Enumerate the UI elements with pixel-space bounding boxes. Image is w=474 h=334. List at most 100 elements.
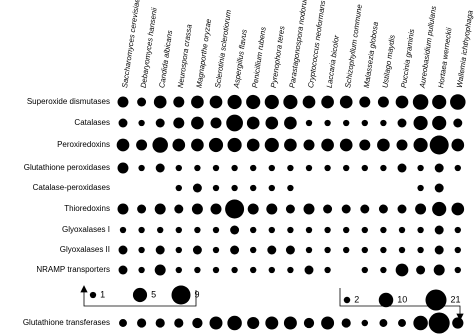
bubble: [417, 164, 424, 172]
bubble: [397, 118, 407, 128]
bubble: [434, 245, 444, 255]
bubble: [451, 202, 465, 216]
bubble: [267, 245, 277, 255]
bubble: [413, 115, 428, 131]
bubble: [118, 245, 128, 255]
bubble: [433, 264, 445, 276]
bubble: [137, 97, 147, 107]
bubble: [398, 246, 406, 254]
bubble: [305, 164, 313, 172]
bubble: [380, 266, 387, 274]
column-label: Ustilago maydis: [380, 34, 396, 89]
bubble: [264, 94, 279, 110]
bubble: [359, 96, 371, 108]
bubble: [397, 204, 407, 214]
bubble: [155, 163, 165, 173]
bubble: [154, 203, 166, 215]
bubble: [395, 263, 409, 277]
bubble: [155, 118, 165, 128]
bubble: [343, 246, 350, 254]
bubble: [192, 317, 203, 329]
bubble: [454, 266, 461, 274]
bubble: [453, 118, 463, 128]
bubble: [283, 316, 297, 330]
bubble: [250, 266, 257, 274]
bubble: [321, 316, 335, 330]
legend-bubble: [171, 285, 191, 305]
bubble: [361, 246, 368, 254]
bubble: [231, 184, 238, 192]
bubble: [174, 318, 184, 328]
bubble: [194, 164, 201, 172]
row-label: Catalase-peroxidases: [33, 183, 110, 192]
bubble: [303, 203, 315, 215]
bubble: [415, 203, 427, 215]
row-label: Peroxiredoxins: [57, 140, 110, 149]
bubble: [454, 164, 461, 172]
bubble: [152, 137, 168, 153]
bubble: [417, 246, 424, 254]
bubble: [231, 266, 238, 274]
bubble: [303, 317, 315, 329]
bubble: [305, 119, 313, 127]
row-label: Thioredoxins: [64, 204, 110, 213]
bubble: [339, 95, 353, 109]
bubble: [413, 315, 428, 331]
bubble: [212, 226, 220, 234]
bubble: [359, 139, 371, 151]
bubble: [428, 312, 450, 334]
bubble: [287, 164, 294, 172]
bubble: [175, 184, 182, 192]
column-label: Malassezia globosa: [362, 21, 380, 88]
bubble: [361, 119, 368, 127]
column-label: Wallemia ichthyophaga: [455, 10, 474, 89]
bubble: [265, 116, 279, 130]
column-label: Laccaria bicolor: [325, 34, 341, 88]
bubble: [247, 316, 260, 330]
bubble: [343, 226, 350, 234]
bubble: [137, 204, 147, 214]
bubble: [119, 226, 127, 234]
row-label: Catalases: [74, 118, 110, 127]
bubble: [434, 163, 444, 173]
bubble: [117, 203, 129, 215]
bubble: [175, 226, 182, 234]
bubble: [283, 94, 298, 110]
column-label: Debaryomyces hansenii: [139, 7, 159, 89]
bubble: [116, 138, 130, 152]
bubble: [212, 246, 220, 254]
bubble: [341, 204, 351, 214]
row-label: Glutathione transferases: [23, 318, 110, 327]
bubble: [417, 226, 424, 234]
bubble: [226, 114, 243, 132]
legend-bubble: [425, 289, 447, 311]
bubble: [304, 265, 314, 275]
bubble: [396, 139, 408, 151]
column-label: Candida albicans: [157, 29, 174, 88]
bubble: [380, 119, 387, 127]
bubble: [380, 164, 387, 172]
column-label: Aureobasidium pullulans: [418, 5, 439, 89]
bubble: [397, 163, 407, 173]
bubble: [173, 96, 185, 108]
bubble: [230, 245, 240, 255]
bubble: [361, 266, 368, 274]
bubble: [173, 117, 185, 129]
bubble: [212, 164, 220, 172]
bubble: [380, 226, 387, 234]
bubble: [138, 164, 145, 172]
bubble: [321, 138, 334, 152]
bubble: [227, 137, 242, 153]
bubble: [341, 318, 351, 328]
bubble: [138, 226, 145, 234]
legend-label: 2: [354, 294, 359, 304]
bubble: [117, 96, 129, 108]
bubble: [323, 204, 333, 214]
bubble: [210, 117, 222, 129]
bubble: [191, 95, 204, 109]
bubble: [305, 246, 313, 254]
row-label: NRAMP transporters: [36, 265, 110, 274]
bubble: [138, 119, 145, 127]
bubble: [231, 164, 238, 172]
column-label: Magnaporthe oryzae: [194, 18, 213, 88]
